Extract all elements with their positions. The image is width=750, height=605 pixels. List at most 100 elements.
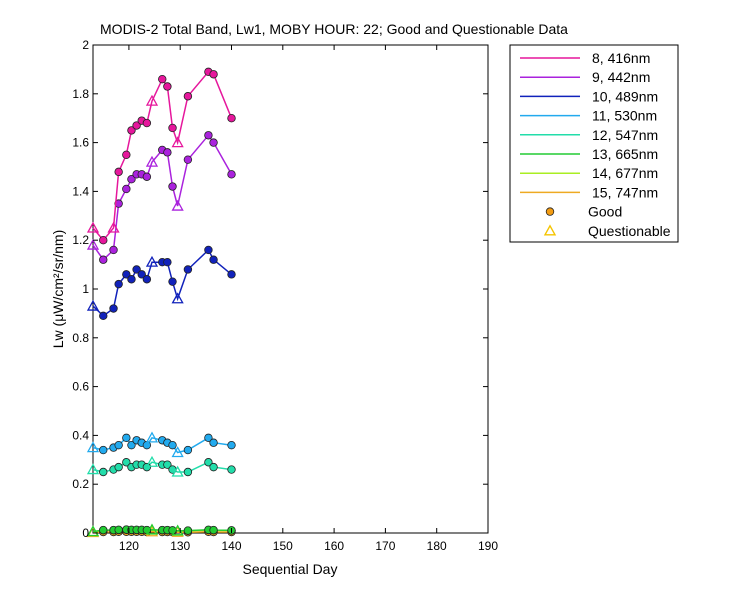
good-point <box>99 311 108 321</box>
y-tick-label: 2 <box>82 38 89 52</box>
good-point <box>204 245 213 255</box>
x-tick-label: 130 <box>170 539 190 553</box>
legend-label: 10, 489nm <box>592 88 658 104</box>
good-point <box>99 235 108 245</box>
good-point <box>114 462 123 472</box>
y-tick-label: 1.2 <box>72 233 89 247</box>
x-axis-label: Sequential Day <box>243 561 338 577</box>
questionable-point <box>86 221 100 233</box>
questionable-point <box>107 221 120 233</box>
questionable-point <box>145 523 159 535</box>
legend-good-marker <box>545 207 555 216</box>
good-point <box>168 440 177 450</box>
y-axis-label: Lw (μW/cm²/sr/nm) <box>50 230 66 349</box>
legend-label: 15, 747nm <box>592 184 658 200</box>
questionable-point <box>86 525 100 537</box>
questionable-point <box>86 463 100 475</box>
good-point <box>204 433 213 443</box>
good-point <box>114 199 123 208</box>
good-point <box>122 433 131 443</box>
y-tick-label: 0 <box>82 526 89 540</box>
good-point <box>127 440 136 450</box>
good-point <box>122 270 131 279</box>
good-point <box>99 467 108 477</box>
legend-label: 12, 547nm <box>592 127 658 143</box>
good-point <box>99 255 108 264</box>
questionable-point <box>171 136 184 148</box>
good-point <box>168 277 177 286</box>
questionable-point <box>171 292 184 304</box>
questionable-point <box>145 431 159 443</box>
good-point <box>109 245 118 255</box>
questionable-point <box>171 465 184 477</box>
good-point <box>227 440 236 450</box>
series-line <box>92 134 233 261</box>
good-point <box>209 138 218 147</box>
good-point <box>183 92 193 101</box>
x-tick-label: 150 <box>273 539 293 553</box>
x-tick-label: 190 <box>478 539 498 553</box>
y-tick-label: 1 <box>82 282 89 296</box>
plot-area <box>92 44 489 534</box>
good-point <box>109 304 118 313</box>
y-tick-label: 0.2 <box>72 477 89 491</box>
y-tick-label: 0.4 <box>72 428 89 442</box>
good-point <box>163 82 172 91</box>
good-point <box>209 438 218 447</box>
good-point <box>183 526 193 535</box>
legend-label: 11, 530nm <box>592 108 657 124</box>
good-point <box>183 445 193 455</box>
questionable-point <box>86 441 100 453</box>
questionable-point <box>171 199 184 211</box>
series-5 <box>86 455 236 477</box>
series-2 <box>86 131 236 264</box>
legend-label: 14, 677nm <box>592 165 658 181</box>
legend-label: 13, 665nm <box>592 146 658 162</box>
good-point <box>99 445 108 455</box>
good-point <box>227 170 236 179</box>
legend-label: 8, 416nm <box>592 50 650 66</box>
series-line <box>92 70 233 242</box>
good-point <box>168 123 177 133</box>
questionable-point <box>171 446 184 458</box>
good-point <box>122 150 131 159</box>
series-3 <box>86 245 236 321</box>
good-point <box>114 279 123 289</box>
legend-label: 9, 442nm <box>592 69 650 85</box>
questionable-point <box>145 94 159 106</box>
good-point <box>114 440 123 450</box>
good-point <box>99 525 108 535</box>
good-point <box>137 270 146 279</box>
good-point <box>127 275 136 284</box>
questionable-point <box>145 255 159 267</box>
series-4 <box>86 431 236 458</box>
y-tick-label: 0.6 <box>72 380 89 394</box>
questionable-point <box>145 155 159 167</box>
good-point <box>227 465 236 474</box>
good-point <box>209 525 218 535</box>
good-point <box>114 525 123 535</box>
legend-questionable-marker <box>543 224 557 236</box>
legend-label: Good <box>588 204 622 220</box>
good-point <box>142 462 152 472</box>
questionable-point <box>86 299 100 311</box>
good-point <box>163 148 172 157</box>
good-point <box>227 270 236 279</box>
good-point <box>127 174 136 184</box>
good-point <box>142 440 152 450</box>
good-point <box>168 182 177 191</box>
questionable-point <box>86 238 100 250</box>
good-point <box>142 118 152 128</box>
series-1 <box>86 67 236 245</box>
x-tick-label: 120 <box>119 539 139 553</box>
good-point <box>132 121 141 130</box>
y-tick-label: 1.8 <box>72 87 89 101</box>
legend-label: Questionable <box>588 223 671 239</box>
y-tick-label: 0.8 <box>72 331 89 345</box>
legend: 8, 416nm 9, 442nm 10, 489nm 11, 530nm 12, 54… <box>509 44 679 243</box>
good-point <box>209 70 218 79</box>
questionable-point <box>145 455 159 467</box>
good-point <box>209 255 218 264</box>
good-point <box>158 74 167 84</box>
